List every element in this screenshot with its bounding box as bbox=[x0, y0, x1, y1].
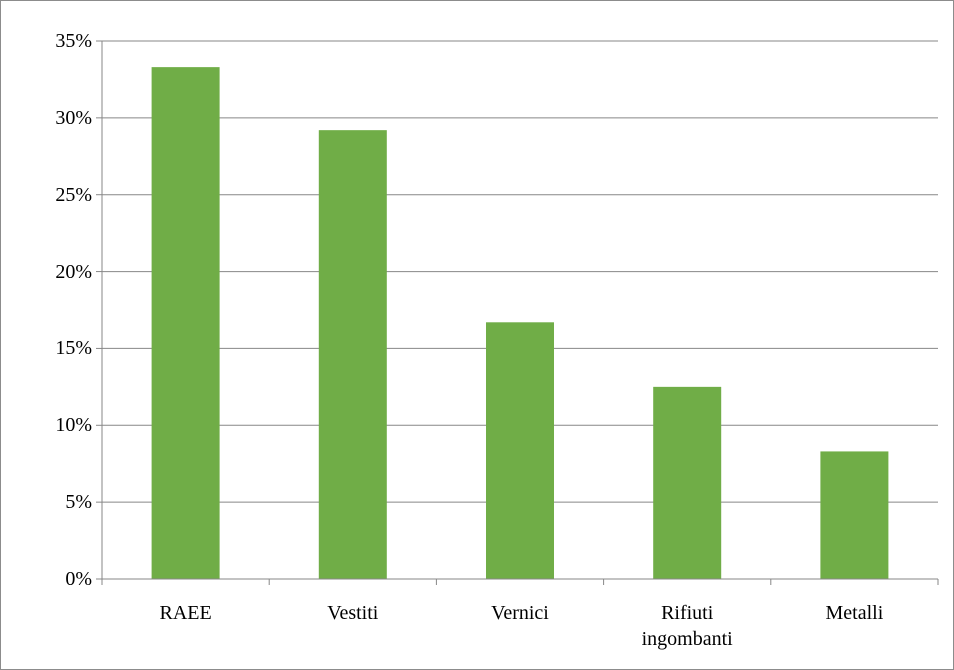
bar bbox=[653, 386, 722, 579]
y-tick-label: 25% bbox=[55, 183, 92, 206]
x-tick-label: Vernici bbox=[491, 602, 549, 624]
y-tick-label: 30% bbox=[55, 106, 92, 129]
y-tick-label: 15% bbox=[55, 337, 92, 360]
y-tick-label: 5% bbox=[65, 491, 92, 514]
bar bbox=[318, 130, 387, 579]
y-tick-label: 35% bbox=[55, 30, 92, 52]
bar bbox=[486, 322, 554, 579]
x-tick-label: Rifiuti ingombanti bbox=[641, 602, 733, 650]
bar bbox=[151, 67, 220, 579]
x-tick-label: Vestiti bbox=[327, 602, 379, 624]
bar bbox=[820, 451, 889, 579]
y-tick-label: 20% bbox=[55, 260, 92, 283]
x-tick-label: Metalli bbox=[825, 602, 884, 624]
y-tick-label: 10% bbox=[55, 414, 92, 437]
x-tick-label: RAEE bbox=[159, 602, 212, 624]
y-tick-label: 0% bbox=[65, 568, 92, 590]
